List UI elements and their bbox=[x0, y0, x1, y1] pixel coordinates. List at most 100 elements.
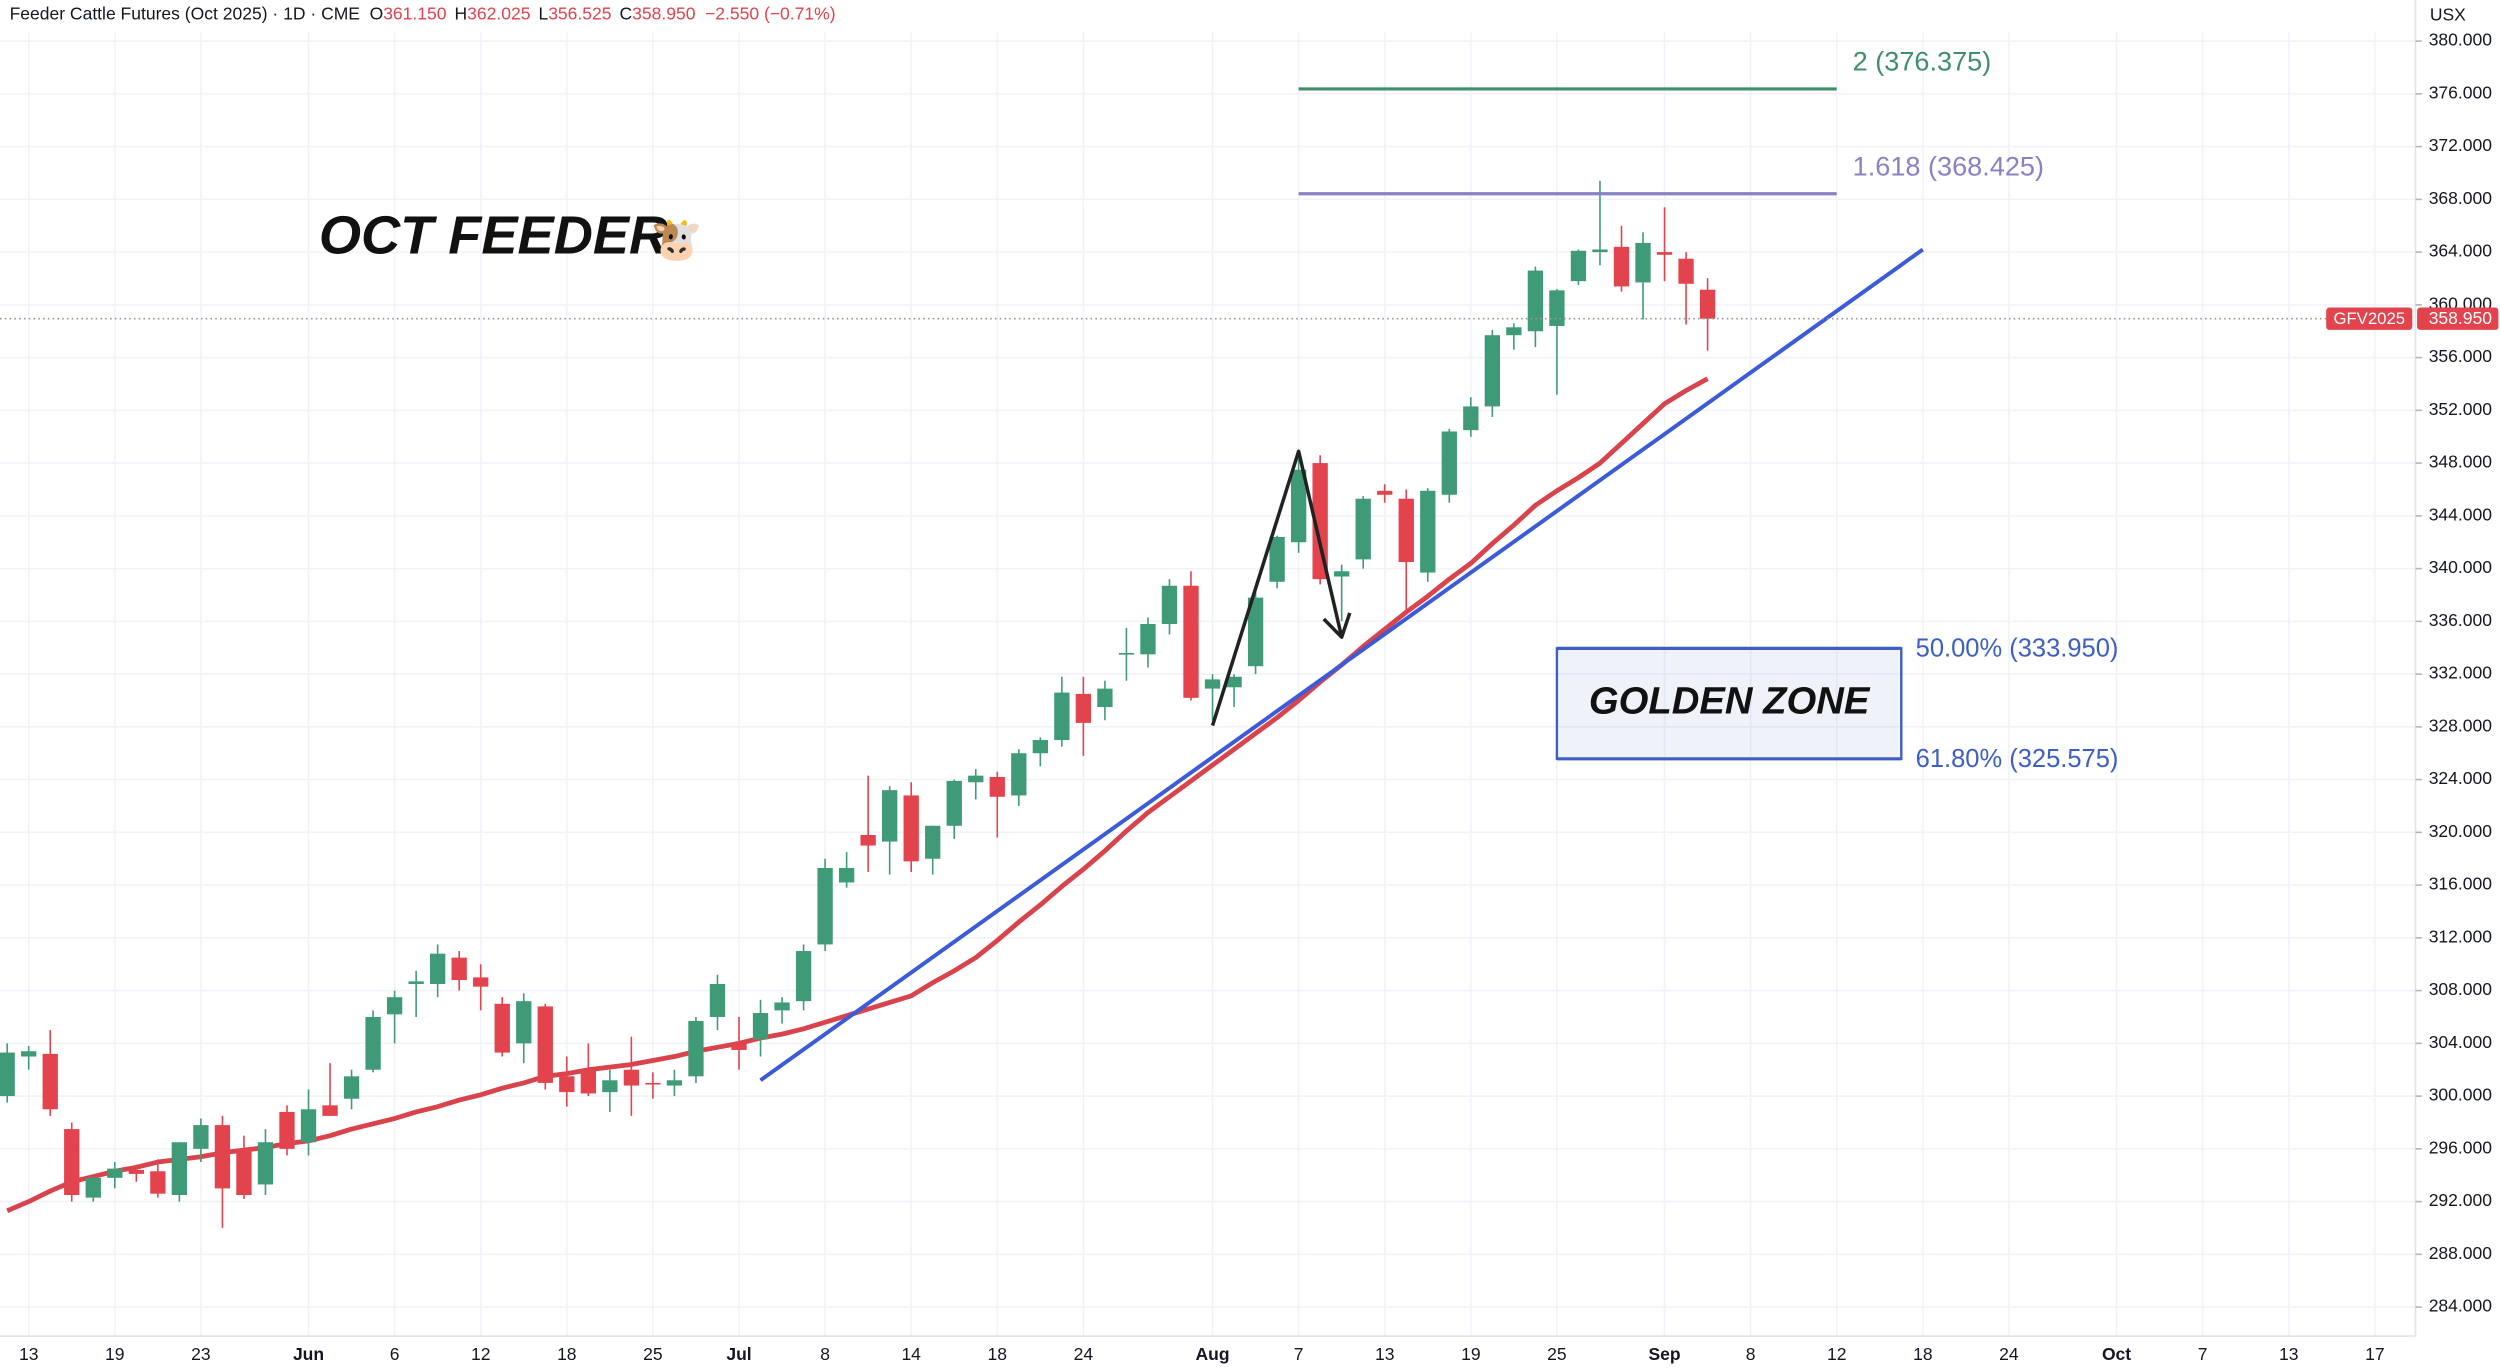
candle-body bbox=[451, 957, 467, 981]
symbol-header: Feeder Cattle Futures (Oct 2025) · 1D · … bbox=[10, 3, 836, 23]
candle-body bbox=[494, 1003, 510, 1053]
x-tick-label: 14 bbox=[901, 1344, 921, 1364]
ohlc-value: 362.025 bbox=[467, 3, 530, 23]
candle-body bbox=[989, 776, 1005, 797]
candle-body bbox=[709, 984, 726, 1017]
candle-body bbox=[1656, 252, 1673, 255]
candle-body bbox=[1204, 679, 1221, 689]
x-tick-label: Sep bbox=[1648, 1344, 1680, 1364]
x-tick-label: Jun bbox=[293, 1344, 324, 1364]
candle-body bbox=[1226, 676, 1242, 688]
price-symbol: GFV2025 bbox=[2333, 309, 2405, 328]
ohlc-key: C bbox=[620, 3, 633, 23]
candle-body bbox=[42, 1053, 58, 1110]
x-tick-label: 23 bbox=[191, 1344, 210, 1364]
candle-body bbox=[1075, 693, 1092, 723]
candle-body bbox=[1484, 335, 1500, 407]
candle-body bbox=[645, 1082, 661, 1085]
candle-body bbox=[1377, 490, 1393, 495]
candle-body bbox=[1549, 290, 1565, 326]
y-tick-label: 296.000 bbox=[2429, 1137, 2493, 1157]
candle-body bbox=[1506, 327, 1522, 336]
x-tick-label: 19 bbox=[105, 1344, 124, 1364]
candle-body bbox=[1183, 585, 1199, 698]
candle-body bbox=[257, 1142, 274, 1185]
candle-body bbox=[903, 795, 919, 862]
x-tick-label: 13 bbox=[19, 1344, 38, 1364]
y-tick-label: 336.000 bbox=[2429, 610, 2493, 630]
candle-body bbox=[64, 1129, 80, 1196]
candle-body bbox=[1355, 498, 1371, 560]
candle-body bbox=[1334, 571, 1350, 577]
candle-body bbox=[666, 1080, 683, 1086]
x-tick-label: 13 bbox=[2279, 1344, 2298, 1364]
candle-body bbox=[279, 1111, 295, 1149]
x-tick-label: 24 bbox=[1999, 1344, 2019, 1364]
x-tick-label: 12 bbox=[471, 1344, 490, 1364]
candle-body bbox=[559, 1076, 575, 1093]
y-tick-label: 348.000 bbox=[2429, 452, 2493, 472]
y-tick-label: 368.000 bbox=[2429, 188, 2493, 208]
candle-body bbox=[688, 1020, 704, 1077]
candle-body bbox=[1011, 753, 1027, 796]
candle-body bbox=[1290, 469, 1307, 543]
ohlc-value: 356.525 bbox=[548, 3, 611, 23]
candle-body bbox=[1420, 490, 1436, 573]
ohlc-value: 361.150 bbox=[383, 3, 447, 23]
candle-body bbox=[795, 951, 812, 1002]
y-tick-label: 320.000 bbox=[2429, 821, 2493, 841]
candle-body bbox=[752, 1013, 769, 1040]
y-tick-label: 372.000 bbox=[2429, 135, 2493, 155]
y-tick-label: 332.000 bbox=[2429, 663, 2493, 683]
candle-body bbox=[386, 997, 403, 1015]
price-axis-bg bbox=[2415, 0, 2500, 1368]
y-tick-label: 300.000 bbox=[2429, 1085, 2493, 1105]
x-tick-label: 25 bbox=[1547, 1344, 1566, 1364]
candle-body bbox=[1613, 246, 1630, 287]
candle-body bbox=[1140, 623, 1156, 655]
x-tick-label: 18 bbox=[988, 1344, 1007, 1364]
x-tick-label: 8 bbox=[1746, 1344, 1756, 1364]
candle-body bbox=[537, 1006, 553, 1083]
candle-body bbox=[430, 953, 446, 985]
candle-body bbox=[860, 834, 876, 846]
y-tick-label: 292.000 bbox=[2429, 1190, 2493, 1210]
candle-body bbox=[1097, 688, 1113, 708]
y-tick-label: 304.000 bbox=[2429, 1032, 2493, 1052]
y-tick-label: 340.000 bbox=[2429, 557, 2493, 577]
price-tag bbox=[2417, 307, 2499, 330]
candle-body bbox=[882, 790, 898, 842]
candle-body bbox=[1032, 740, 1048, 754]
trendline bbox=[759, 247, 1924, 1082]
x-tick-label: Jul bbox=[726, 1344, 751, 1364]
y-tick-label: 312.000 bbox=[2429, 926, 2493, 946]
candle-body bbox=[473, 977, 489, 987]
x-tick-label: Aug bbox=[1196, 1344, 1230, 1364]
x-tick-label: 12 bbox=[1827, 1344, 1846, 1364]
candle-body bbox=[1592, 249, 1608, 253]
arrow bbox=[1210, 449, 1344, 727]
candle-body bbox=[1054, 692, 1070, 741]
symbol-name: Feeder Cattle Futures (Oct 2025) · 1D · … bbox=[10, 3, 360, 23]
ohlc-value: 358.950 bbox=[632, 3, 696, 23]
candle-body bbox=[1118, 653, 1135, 655]
candle-body bbox=[171, 1142, 188, 1196]
candle-body bbox=[623, 1069, 640, 1086]
unit-label: USX bbox=[2430, 5, 2466, 25]
ohlc-key: O bbox=[370, 3, 384, 23]
price-symbol-tag bbox=[2326, 307, 2413, 330]
candle-body bbox=[1635, 242, 1651, 283]
x-tick-label: 18 bbox=[557, 1344, 576, 1364]
x-tick-label: 19 bbox=[1461, 1344, 1480, 1364]
candle-body bbox=[516, 1001, 532, 1044]
candle-body bbox=[1527, 270, 1544, 332]
fib-label: 1.618 (368.425) bbox=[1853, 150, 2044, 181]
change-value: −2.550 (−0.71%) bbox=[705, 3, 836, 23]
x-tick-label: 6 bbox=[390, 1344, 400, 1364]
candle-body bbox=[214, 1125, 231, 1189]
y-tick-label: 308.000 bbox=[2429, 979, 2493, 999]
y-tick-label: 324.000 bbox=[2429, 768, 2493, 788]
candle-body bbox=[925, 825, 941, 859]
